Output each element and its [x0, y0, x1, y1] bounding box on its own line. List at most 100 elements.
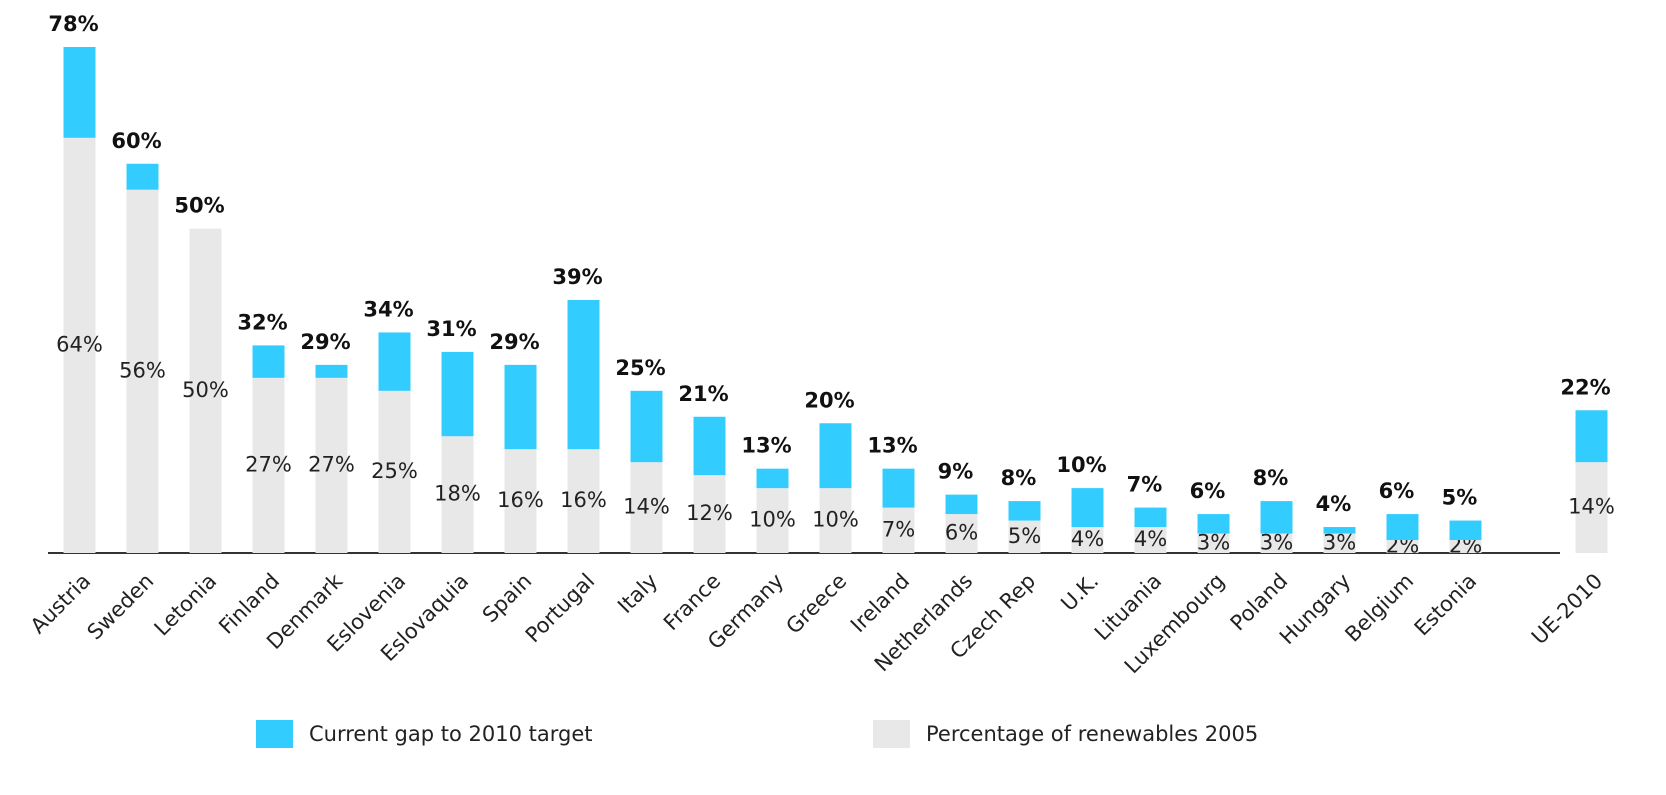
x-tick-label: Belgium	[1340, 569, 1418, 647]
bar-segment	[441, 436, 474, 553]
total-label: 31%	[426, 317, 476, 341]
total-label: 9%	[938, 460, 974, 484]
bar-segment	[756, 468, 789, 489]
bar-segment	[1575, 410, 1608, 463]
total-label: 29%	[300, 330, 350, 354]
bar-segment	[630, 462, 663, 553]
value-label: 4%	[1071, 527, 1104, 551]
value-label: 3%	[1323, 530, 1356, 554]
bar-segment	[1323, 533, 1356, 553]
bar-segment	[315, 364, 348, 378]
total-label: 50%	[174, 194, 224, 218]
value-label: 16%	[560, 488, 607, 512]
bar-segment	[882, 507, 915, 553]
value-label: 56%	[119, 358, 166, 382]
bar-segment	[441, 351, 474, 437]
bar-segment	[1575, 462, 1608, 553]
bar-segment	[1071, 488, 1104, 528]
total-label: 6%	[1190, 479, 1226, 503]
bar-segment	[504, 449, 537, 553]
bar-segment	[1197, 533, 1230, 553]
value-label: 25%	[371, 459, 418, 483]
x-tick-label: Sweden	[83, 569, 159, 645]
value-label: 27%	[308, 452, 355, 476]
bar-segment	[819, 423, 852, 489]
bar-segment	[1323, 527, 1356, 534]
total-label: 34%	[363, 297, 413, 321]
bar-segment	[693, 475, 726, 553]
total-label: 22%	[1560, 375, 1610, 399]
value-label: 27%	[245, 452, 292, 476]
bar-segment	[504, 364, 537, 450]
bar-segment	[252, 377, 285, 553]
total-label: 39%	[552, 265, 602, 289]
legend-label: Percentage of renewables 2005	[926, 722, 1258, 746]
total-label: 8%	[1001, 466, 1037, 490]
value-label: 3%	[1260, 530, 1293, 554]
legend-label: Current gap to 2010 target	[309, 722, 592, 746]
bar-segment	[945, 494, 978, 515]
bar-segment	[1008, 501, 1041, 521]
bar-segment	[819, 488, 852, 553]
bar-segment	[1197, 514, 1230, 534]
total-label: 6%	[1379, 479, 1415, 503]
x-tick-label: Letonia	[150, 569, 222, 641]
bar-segment	[315, 377, 348, 553]
value-label: 6%	[945, 521, 978, 545]
bar-segment	[1134, 507, 1167, 528]
total-label: 10%	[1056, 453, 1106, 477]
bar-segment	[378, 390, 411, 553]
bar-segment	[1260, 501, 1293, 534]
value-label: 10%	[749, 508, 796, 532]
value-label: 50%	[182, 378, 229, 402]
value-label: 12%	[686, 501, 733, 525]
bar-segment	[252, 345, 285, 378]
bar-segment	[882, 468, 915, 508]
total-label: 20%	[804, 388, 854, 412]
bar-segment	[693, 416, 726, 476]
bar-segment	[126, 189, 159, 553]
bar-segment	[567, 300, 600, 450]
bar-segment	[1386, 514, 1419, 541]
value-label: 14%	[623, 495, 670, 519]
bar-segment	[1386, 540, 1419, 553]
total-label: 25%	[615, 356, 665, 380]
total-label: 5%	[1442, 486, 1478, 510]
bar-segment	[1449, 540, 1482, 553]
total-label: 8%	[1253, 466, 1289, 490]
bar-segment	[1134, 527, 1167, 553]
bar-segment	[945, 514, 978, 553]
x-tick-label: Estonia	[1410, 569, 1482, 641]
value-label: 14%	[1568, 495, 1615, 519]
bar-segment	[1449, 520, 1482, 541]
value-label: 10%	[812, 508, 859, 532]
bar-segment	[189, 228, 222, 553]
value-label: 7%	[882, 517, 915, 541]
x-tick-label: UE-2010	[1527, 569, 1607, 649]
legend-swatch	[256, 720, 293, 748]
total-label: 32%	[237, 310, 287, 334]
bar-segment	[1260, 533, 1293, 553]
value-label: 16%	[497, 488, 544, 512]
bar-segment	[63, 47, 96, 138]
x-tick-label: Greece	[781, 569, 851, 639]
value-label: 3%	[1197, 530, 1230, 554]
total-label: 21%	[678, 382, 728, 406]
x-tick-label: Portugal	[521, 569, 599, 647]
total-label: 29%	[489, 330, 539, 354]
bar-segment	[756, 488, 789, 553]
total-label: 60%	[111, 129, 161, 153]
legend-swatch	[873, 720, 910, 748]
bar-segment	[1008, 520, 1041, 553]
bar-segment	[567, 449, 600, 553]
total-label: 7%	[1127, 473, 1163, 497]
bar-segment	[1071, 527, 1104, 553]
bar-segment	[630, 390, 663, 463]
bar-segment	[126, 163, 159, 190]
x-tick-label: Italy	[613, 569, 662, 618]
value-label: 64%	[56, 332, 103, 356]
value-label: 18%	[434, 482, 481, 506]
value-label: 5%	[1008, 524, 1041, 548]
total-label: 78%	[48, 12, 98, 36]
